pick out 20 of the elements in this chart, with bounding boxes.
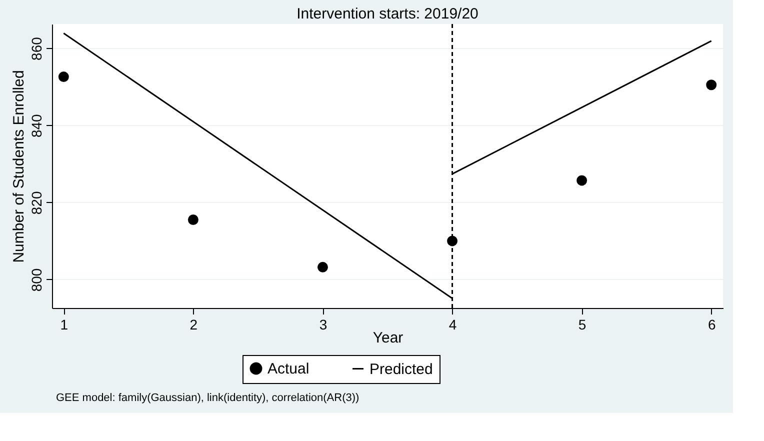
x-tick-label: 2 (190, 316, 198, 332)
legend-label: Predicted (370, 360, 433, 378)
x-tick-label: 1 (60, 316, 68, 332)
y-tick-label: 860 (28, 36, 44, 60)
y-tick-label: 800 (28, 268, 44, 292)
y-tick-label: 840 (28, 114, 44, 138)
x-tick-label: 6 (708, 316, 716, 332)
text: GEE model: family(Gaussian), link(identity), correlation(AR(3)) (56, 392, 360, 404)
y-axis-title: Number of Students Enrolled (10, 70, 28, 263)
y-tick-label: 820 (28, 191, 44, 215)
point (58, 72, 69, 82)
x-tick-label: 4 (448, 316, 457, 332)
x-tick-label: 3 (319, 316, 328, 332)
chart-title: Intervention starts: 2019/20 (296, 5, 478, 22)
x-axis-title: Year (372, 330, 404, 346)
point (576, 175, 588, 186)
legend-label: Actual (268, 360, 310, 378)
point (188, 214, 198, 225)
x-tick-label: 5 (578, 316, 586, 332)
point (317, 262, 328, 272)
